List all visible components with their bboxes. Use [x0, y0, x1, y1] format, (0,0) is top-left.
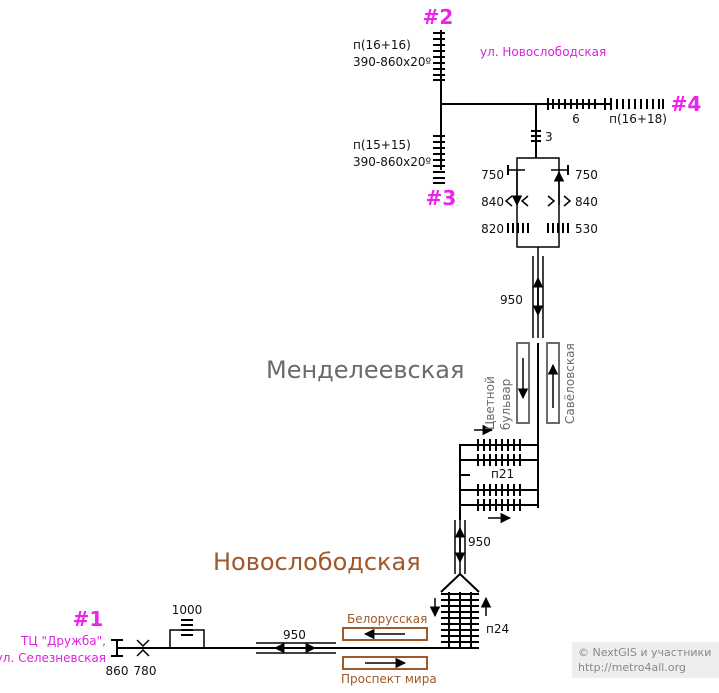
- station-mendeleevskaya: Менделеевская: [266, 356, 464, 384]
- label-840-right: 840: [575, 195, 598, 209]
- stairs-1000: [181, 619, 193, 636]
- station-novoslobodskaya: Новослободская: [213, 548, 421, 576]
- label-dims-top: 390-860x20º: [353, 55, 432, 69]
- stairs-exit-4: [616, 99, 664, 109]
- label-p24: п24: [486, 622, 509, 636]
- stairs-530: [547, 223, 569, 233]
- platform-prospekt-mira: [342, 656, 428, 670]
- credit-line1: © NextGIS и участники: [578, 646, 711, 659]
- platform-tsvetnoy: [516, 342, 530, 424]
- credit-box: [572, 642, 719, 678]
- label-530: 530: [575, 222, 598, 236]
- label-860: 860: [106, 664, 129, 678]
- label-p16-16: п(16+16): [353, 38, 411, 52]
- label-p15-15: п(15+15): [353, 138, 411, 152]
- platform-belorusskaya-label: Белорусская: [347, 612, 427, 626]
- label-750-left: 750: [481, 168, 504, 182]
- label-dims-bottom: 390-860x20º: [353, 155, 432, 169]
- platform-savelovskaya: [546, 342, 560, 424]
- platform-tsvetnoy-line2: бульвар: [499, 379, 513, 430]
- platform-savelovskaya-label: Савёловская: [563, 343, 577, 424]
- stairs-820: [507, 223, 529, 233]
- label-840-left: 840: [481, 195, 504, 209]
- stairs-3: [531, 130, 541, 142]
- street-seleznevskaya: ул. Селезневская: [0, 651, 106, 665]
- street-novoslobodskaya: ул. Новослободская: [480, 45, 606, 59]
- stairs-exit-3: [433, 135, 445, 184]
- label-950-bottom: 950: [283, 628, 306, 642]
- platform-tsvetnoy-line1: Цветной: [483, 376, 497, 430]
- label-950-mid: 950: [468, 535, 491, 549]
- exit-4-label: #4: [671, 92, 702, 116]
- credit-link[interactable]: http://metro4all.org: [578, 661, 686, 674]
- label-950-top: 950: [500, 293, 523, 307]
- stairs-6: [552, 99, 596, 109]
- label-p16-18: п(16+18): [609, 112, 667, 126]
- label-p21: п21: [491, 467, 514, 481]
- label-3: 3: [545, 130, 553, 144]
- vestibule-1000: [169, 629, 205, 649]
- label-6: 6: [572, 112, 580, 126]
- label-750-right: 750: [575, 168, 598, 182]
- platform-prospekt-mira-label: Проспект мира: [341, 672, 437, 686]
- exit-1-label: #1: [73, 607, 104, 631]
- label-820: 820: [481, 222, 504, 236]
- label-780: 780: [134, 664, 157, 678]
- platform-belorusskaya: [342, 627, 428, 641]
- exit-3-label: #3: [426, 186, 457, 210]
- stairs-exit-2: [433, 32, 445, 81]
- street-tc-druzhba: ТЦ "Дружба",: [20, 634, 106, 648]
- exit-2-label: #2: [423, 5, 454, 29]
- stairs-p21: [477, 439, 521, 511]
- label-1000: 1000: [172, 603, 203, 617]
